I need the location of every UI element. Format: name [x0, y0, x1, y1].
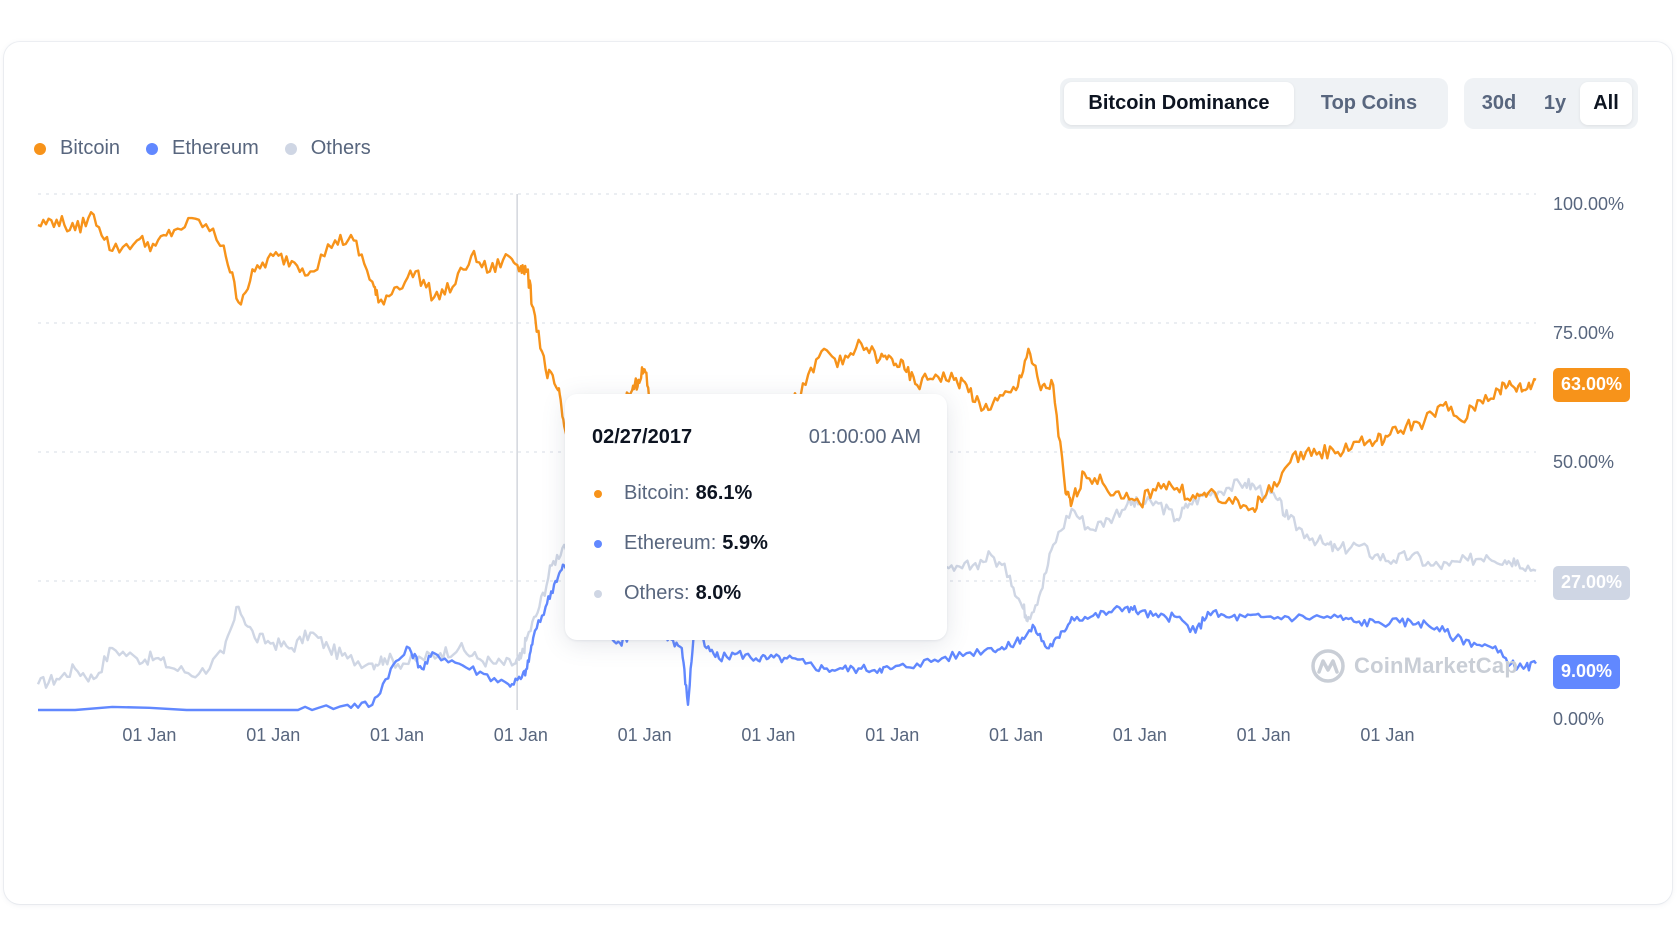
coinmarketcap-watermark: CoinMarketCap [1310, 648, 1518, 684]
view-toggle: Bitcoin Dominance Top Coins [1060, 78, 1448, 129]
tooltip-dot-ethereum [594, 539, 602, 548]
chart-legend: Bitcoin Ethereum Others [34, 137, 397, 160]
y-tick-label: 0.00% [1553, 709, 1605, 729]
legend-label-bitcoin: Bitcoin [60, 137, 121, 159]
tooltip-label-ethereum: Ethereum: [624, 532, 717, 554]
range-1y-button[interactable]: 1y [1543, 92, 1567, 114]
legend-item-ethereum[interactable]: Ethereum [146, 137, 259, 160]
last-value-badge-ethereum: 9.00% [1553, 654, 1621, 689]
tooltip-value-bitcoin: 86.1% [695, 482, 753, 504]
top-coins-tab[interactable]: Top Coins [1320, 92, 1418, 114]
tooltip-label-bitcoin: Bitcoin: [624, 482, 690, 504]
x-tick-label: 01 Jan [369, 725, 425, 745]
legend-item-others[interactable]: Others [284, 137, 371, 160]
range-toggle: 30d 1y All [1464, 78, 1638, 129]
tooltip-row-others: Others: 8.0% [594, 582, 741, 605]
tooltip-row-bitcoin: Bitcoin: 86.1% [594, 482, 752, 505]
legend-label-others: Others [310, 137, 371, 159]
x-tick-label: 01 Jan [246, 725, 301, 745]
x-tick-label: 01 Jan [122, 725, 177, 745]
x-tick-label: 01 Jan [493, 725, 548, 745]
coinmarketcap-logo-icon [1311, 649, 1345, 683]
x-tick-label: 01 Jan [865, 725, 920, 745]
x-tick-label: 01 Jan [1112, 725, 1167, 745]
last-value-badge-bitcoin: 63.00% [1553, 367, 1631, 402]
tooltip-row-ethereum: Ethereum: 5.9% [594, 532, 768, 555]
x-tick-label: 01 Jan [617, 725, 672, 745]
x-tick-label: 01 Jan [1236, 725, 1291, 745]
tooltip-time: 01:00:00 AM [808, 426, 921, 448]
tooltip-value-others: 8.0% [695, 582, 742, 604]
watermark-text: CoinMarketCap [1354, 653, 1518, 678]
legend-label-ethereum: Ethereum [172, 137, 259, 159]
series-line-ethereum [38, 563, 1537, 712]
range-30d-button[interactable]: 30d [1481, 92, 1517, 114]
tooltip-date: 02/27/2017 [592, 426, 693, 448]
legend-dot-ethereum [146, 142, 159, 155]
y-tick-label: 75.00% [1553, 322, 1615, 343]
bitcoin-dominance-tab[interactable]: Bitcoin Dominance [1064, 82, 1294, 125]
last-value-badge-others: 27.00% [1553, 565, 1631, 600]
legend-dot-others [284, 142, 297, 155]
legend-dot-bitcoin [34, 142, 46, 155]
x-tick-label: 01 Jan [1360, 725, 1415, 745]
range-all-button[interactable]: All [1580, 82, 1632, 125]
legend-item-bitcoin[interactable]: Bitcoin [34, 137, 120, 160]
tooltip-value-ethereum: 5.9% [722, 532, 768, 554]
y-tick-label: 100.00% [1553, 194, 1625, 214]
hover-tooltip: 02/27/2017 01:00:00 AM Bitcoin: 86.1% Et… [565, 394, 947, 640]
tooltip-dot-others [594, 589, 602, 598]
tooltip-label-others: Others: [624, 582, 690, 604]
tooltip-dot-bitcoin [594, 489, 602, 498]
x-tick-label: 01 Jan [989, 725, 1044, 745]
x-tick-label: 01 Jan [741, 725, 796, 745]
y-tick-label: 50.00% [1553, 451, 1615, 472]
